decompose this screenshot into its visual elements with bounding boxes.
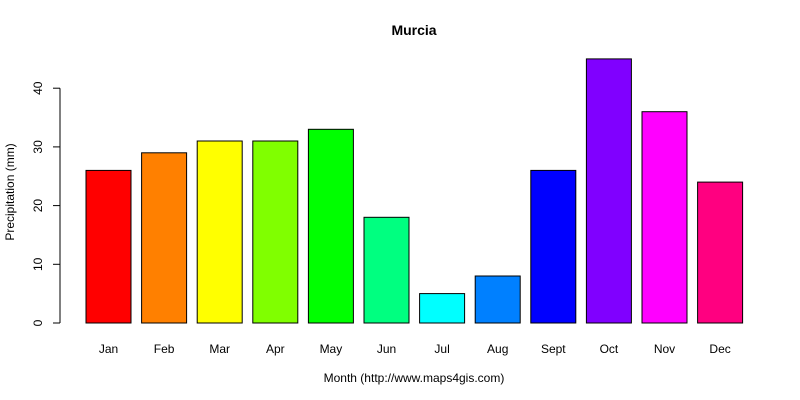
bar-jan [85,169,132,324]
x-tick-label-aug: Aug [487,342,508,356]
x-tick-label-jan: Jan [99,342,118,356]
y-axis: 0 10 20 30 40 [31,81,61,326]
x-tick-label-feb: Feb [154,342,175,356]
x-tick-label-jul: Jul [434,342,449,356]
y-tick-label-10: 10 [31,257,45,271]
x-tick-label-may: May [320,342,343,356]
bar-oct [585,58,632,324]
chart-title: Murcia [391,22,436,38]
y-axis-title: Precipitation (mm) [3,143,17,240]
x-tick-label-nov: Nov [654,342,675,356]
bar-dec [697,181,744,324]
x-tick-label-mar: Mar [209,342,230,356]
x-axis-labels: Jan Feb Mar Apr May Jun Jul Aug Sept Oct Nov Dec [99,342,731,356]
x-tick-label-sept: Sept [541,342,566,356]
bar-mar [196,140,243,324]
y-tick-label-20: 20 [31,199,45,213]
x-tick-label-oct: Oct [600,342,619,356]
bar-jul [419,293,466,324]
bar-may [307,128,354,324]
bar-feb [141,152,188,324]
bars-group [85,58,744,324]
y-tick-label-0: 0 [31,319,45,326]
y-tick-label-30: 30 [31,140,45,154]
x-axis-title: Month (http://www.maps4gis.com) [324,371,505,385]
bar-apr [252,140,299,324]
x-tick-label-jun: Jun [377,342,396,356]
y-tick-label-40: 40 [31,81,45,95]
bar-nov [641,111,688,324]
x-tick-label-apr: Apr [266,342,285,356]
bar-sept [530,169,577,324]
bar-aug [474,275,521,324]
x-tick-label-dec: Dec [709,342,730,356]
bar-jun [363,216,410,324]
